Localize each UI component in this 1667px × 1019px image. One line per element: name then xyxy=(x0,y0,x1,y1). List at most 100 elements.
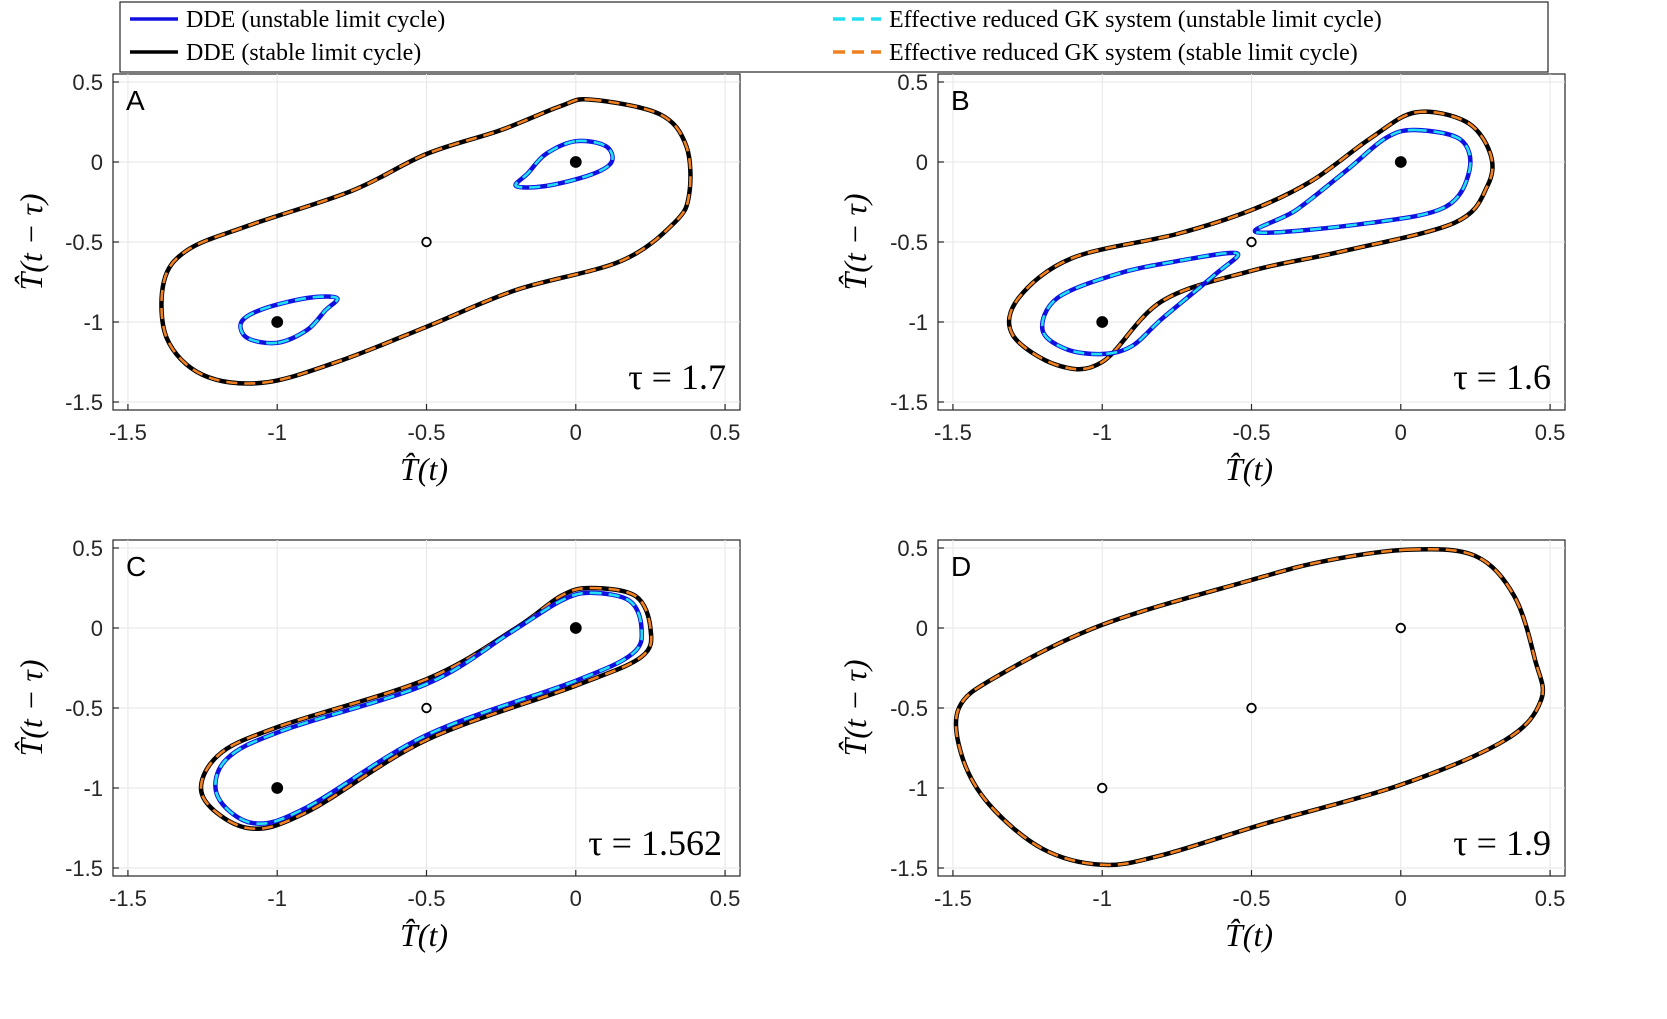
panel-a-curves xyxy=(159,97,693,386)
fixed-point-stable xyxy=(271,782,284,794)
fixed-point-stable xyxy=(1096,316,1109,328)
y-tick-label: 0.5 xyxy=(897,70,928,95)
panel-b-ylabel: T̂(t − τ) xyxy=(837,193,873,290)
legend-label-dde-unstable: DDE (unstable limit cycle) xyxy=(186,7,445,33)
panel-a-fixed-points xyxy=(271,156,582,328)
panel-d-ylabel: T̂(t − τ) xyxy=(837,659,873,756)
panel-b-fixed-points xyxy=(1096,156,1407,328)
y-tick-label: -1.5 xyxy=(65,390,103,415)
x-tick-label: 0 xyxy=(570,886,582,911)
panel-d-tau: τ = 1.9 xyxy=(1453,823,1551,863)
panel-d: -1.5 -1 -0.5 0 0.5 -1.5-1-0.500.5 D τ = 1.9 … xyxy=(837,536,1566,953)
gk-unstable-cycle-1 xyxy=(214,591,644,825)
x-tick-label: -0.5 xyxy=(1233,420,1271,445)
y-tick-label: -1 xyxy=(83,310,103,335)
panel-d-curves xyxy=(953,546,1546,868)
panel-d-y-ticks: -1.5 -1 -0.5 0 0.5 xyxy=(890,536,944,881)
gk-stable-cycle-0 xyxy=(160,97,692,385)
panel-d-fixed-points xyxy=(1097,622,1406,794)
y-tick-label: 0 xyxy=(916,616,928,641)
y-tick-label: 0.5 xyxy=(72,536,103,561)
panel-c-fixed-points xyxy=(271,622,582,794)
x-tick-label: 0.5 xyxy=(1535,886,1566,911)
x-tick-label: -1.5 xyxy=(934,420,972,445)
y-tick-label: -1 xyxy=(908,776,928,801)
x-tick-label: 0 xyxy=(1395,886,1407,911)
panel-b-x-ticks: -1.5 -1 -0.5 0 0.5 xyxy=(934,404,1565,445)
panel-b-y-ticks: -1.5 -1 -0.5 0 0.5 xyxy=(890,70,944,415)
gk-unstable-cycle-1 xyxy=(514,139,614,189)
x-tick-label: -1.5 xyxy=(109,420,147,445)
y-tick-label: -1.5 xyxy=(890,390,928,415)
y-tick-label: -1 xyxy=(908,310,928,335)
fixed-point-unstable xyxy=(421,702,432,714)
panel-c-ylabel: T̂(t − τ) xyxy=(13,659,49,756)
y-tick-label: -0.5 xyxy=(65,230,103,255)
x-tick-label: -1 xyxy=(1092,886,1112,911)
panel-c-letter: C xyxy=(126,551,146,582)
panel-a-tau: τ = 1.7 xyxy=(628,357,726,397)
x-tick-label: 0.5 xyxy=(1535,420,1566,445)
y-tick-label: 0.5 xyxy=(897,536,928,561)
panel-c-tau: τ = 1.562 xyxy=(588,823,722,863)
gk-unstable-cycle-1 xyxy=(1253,128,1472,235)
x-tick-label: -0.5 xyxy=(408,886,446,911)
panel-a-y-ticks: -1.5 -1 -0.5 0 0.5 xyxy=(65,70,119,415)
x-tick-label: -0.5 xyxy=(1233,886,1271,911)
legend-label-gk-stable: Effective reduced GK system (stable limi… xyxy=(889,40,1358,66)
panel-a-ylabel: T̂(t − τ) xyxy=(13,193,49,290)
fixed-point-stable xyxy=(1394,156,1407,168)
fixed-point-unstable xyxy=(1395,622,1406,634)
x-tick-label: -1 xyxy=(1092,420,1112,445)
x-tick-label: -1.5 xyxy=(109,886,147,911)
panel-b-letter: B xyxy=(951,85,970,116)
fixed-point-stable xyxy=(569,156,582,168)
fixed-point-unstable xyxy=(1246,236,1257,248)
legend-label-gk-unstable: Effective reduced GK system (unstable li… xyxy=(889,7,1382,33)
legend-box xyxy=(119,1,1549,73)
fixed-point-stable xyxy=(569,622,582,634)
y-tick-label: 0 xyxy=(91,616,103,641)
y-tick-label: -0.5 xyxy=(890,696,928,721)
y-tick-label: 0 xyxy=(916,150,928,175)
panel-c-y-ticks: -1.5 -1 -0.5 0 0.5 xyxy=(65,536,119,881)
x-tick-label: -1 xyxy=(267,886,287,911)
panel-b: -1.5 -1 -0.5 0 0.5 -1.5-1-0.500.5 B τ = 1.6 … xyxy=(837,70,1566,487)
panel-a: -1.5 -1 -0.5 0 0.5 -1.5-1-0.500.5 A τ = 1.7 … xyxy=(13,70,741,487)
fixed-point-stable xyxy=(271,316,284,328)
y-tick-label: -1.5 xyxy=(65,856,103,881)
panel-c-x-ticks: -1.5 -1 -0.5 0 0.5 xyxy=(109,870,740,911)
gk-stable-cycle-0 xyxy=(199,586,653,831)
panel-d-letter: D xyxy=(951,551,971,582)
x-tick-label: -1 xyxy=(267,420,287,445)
x-tick-label: 0 xyxy=(1395,420,1407,445)
legend-label-dde-stable: DDE (stable limit cycle) xyxy=(186,40,421,66)
panel-c-xlabel: T̂(t) xyxy=(400,917,448,953)
panel-a-letter: A xyxy=(126,85,145,116)
panel-a-xlabel: T̂(t) xyxy=(400,451,448,487)
fixed-point-unstable xyxy=(1246,702,1257,714)
panel-d-x-ticks: -1.5 -1 -0.5 0 0.5 xyxy=(934,870,1565,911)
panel-d-grid xyxy=(938,540,1565,876)
y-tick-label: 0.5 xyxy=(72,70,103,95)
legend: DDE (unstable limit cycle) DDE (stable l… xyxy=(119,1,1549,73)
x-tick-label: -0.5 xyxy=(408,420,446,445)
gk-stable-cycle-0 xyxy=(954,547,1545,867)
y-tick-label: -1.5 xyxy=(890,856,928,881)
panel-b-curves xyxy=(1006,109,1495,372)
gk-unstable-cycle-2 xyxy=(1040,251,1240,356)
panel-c: -1.5 -1 -0.5 0 0.5 -1.5 -1 -0.5 0 0.5 C τ = 1.56… xyxy=(13,536,741,953)
x-tick-label: 0 xyxy=(570,420,582,445)
y-tick-label: -0.5 xyxy=(890,230,928,255)
panel-b-tau: τ = 1.6 xyxy=(1453,357,1551,397)
x-tick-label: 0.5 xyxy=(710,886,741,911)
fixed-point-unstable xyxy=(421,236,432,248)
panel-d-xlabel: T̂(t) xyxy=(1225,917,1273,953)
gk-stable-cycle-0 xyxy=(1007,110,1494,371)
x-tick-label: 0.5 xyxy=(710,420,741,445)
fixed-point-unstable xyxy=(1097,782,1108,794)
y-tick-label: 0 xyxy=(91,150,103,175)
gk-unstable-cycle-2 xyxy=(239,295,339,345)
panel-b-xlabel: T̂(t) xyxy=(1225,451,1273,487)
